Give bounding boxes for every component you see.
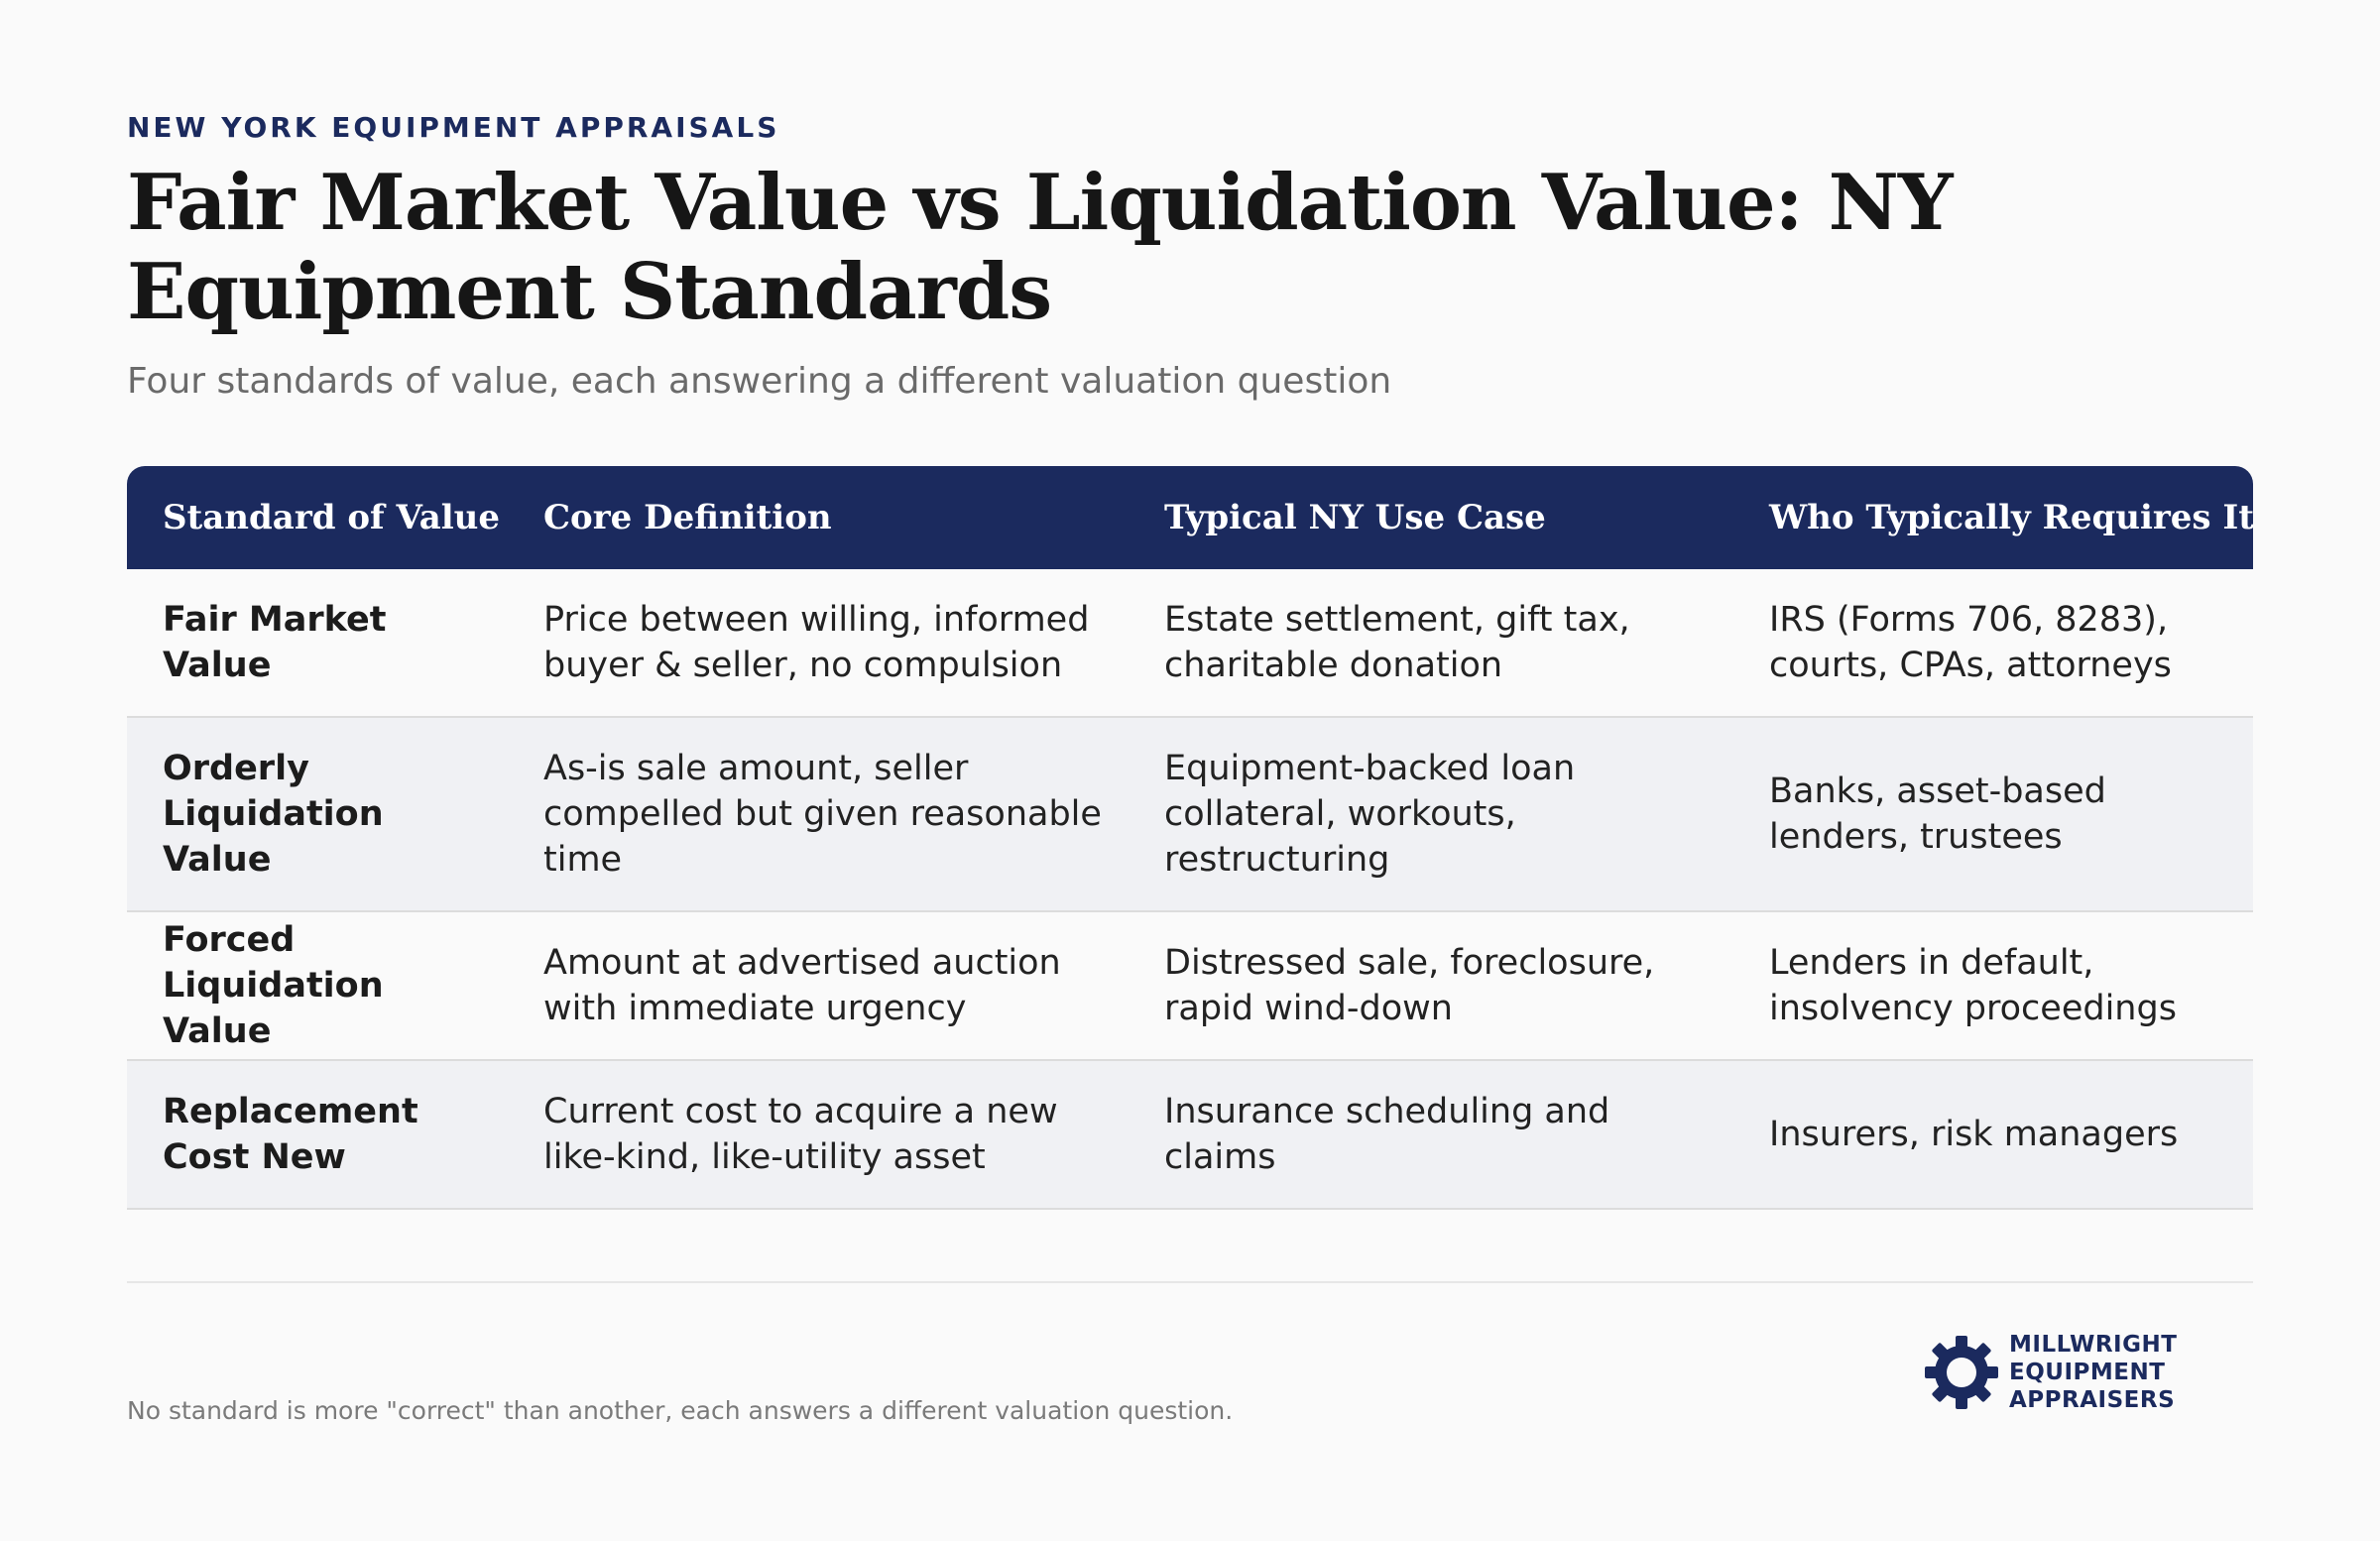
standard-name: Orderly Liquidation Value (127, 717, 508, 912)
eyebrow-label: NEW YORK EQUIPMENT APPRAISALS (127, 111, 780, 144)
company-logo: MILLWRIGHT EQUIPMENT APPRAISERS (1924, 1331, 2241, 1416)
column-header-standard: Standard of Value (127, 466, 508, 569)
table-row: Orderly Liquidation Value As-is sale amo… (127, 717, 2253, 912)
use-case: Insurance scheduling and claims (1129, 1060, 1733, 1210)
requirer: Lenders in default, insolvency proceedin… (1733, 911, 2253, 1061)
footer-divider (127, 1281, 2253, 1283)
page-subtitle: Four standards of value, each answering … (127, 361, 1392, 402)
standard-name: Replacement Cost New (127, 1060, 508, 1210)
table-row: Forced Liquidation Value Amount at adver… (127, 911, 2253, 1061)
standards-table: Standard of Value Core Definition Typica… (127, 466, 2254, 1210)
footnote: No standard is more "correct" than anoth… (127, 1396, 1234, 1425)
logo-line: MILLWRIGHT (2009, 1332, 2178, 1358)
requirer: Insurers, risk managers (1733, 1060, 2253, 1210)
core-definition: As-is sale amount, seller compelled but … (508, 717, 1129, 912)
requirer: IRS (Forms 706, 8283), courts, CPAs, att… (1733, 569, 2253, 718)
column-header-requirer: Who Typically Requires It (1733, 466, 2254, 569)
use-case: Equipment-backed loan collateral, workou… (1129, 717, 1733, 912)
column-header-definition: Core Definition (508, 466, 1129, 569)
gear-icon (1925, 1336, 1998, 1409)
table-row: Fair Market Value Price between willing,… (127, 569, 2253, 718)
page-title: Fair Market Value vs Liquidation Value: … (127, 158, 1954, 337)
standard-name: Forced Liquidation Value (127, 911, 508, 1061)
table-header-row: Standard of Value Core Definition Typica… (127, 466, 2254, 569)
logo-line: APPRAISERS (2009, 1387, 2176, 1413)
table-row: Replacement Cost New Current cost to acq… (127, 1060, 2253, 1210)
standard-name: Fair Market Value (127, 569, 508, 718)
column-header-use-case: Typical NY Use Case (1129, 466, 1733, 569)
core-definition: Current cost to acquire a new like-kind,… (508, 1060, 1129, 1210)
core-definition: Price between willing, informed buyer & … (508, 569, 1129, 718)
use-case: Distressed sale, foreclosure, rapid wind… (1129, 911, 1733, 1061)
core-definition: Amount at advertised auction with immedi… (508, 911, 1129, 1061)
logo-line: EQUIPMENT (2009, 1360, 2166, 1385)
requirer: Banks, asset-based lenders, trustees (1733, 717, 2253, 912)
use-case: Estate settlement, gift tax, charitable … (1129, 569, 1733, 718)
